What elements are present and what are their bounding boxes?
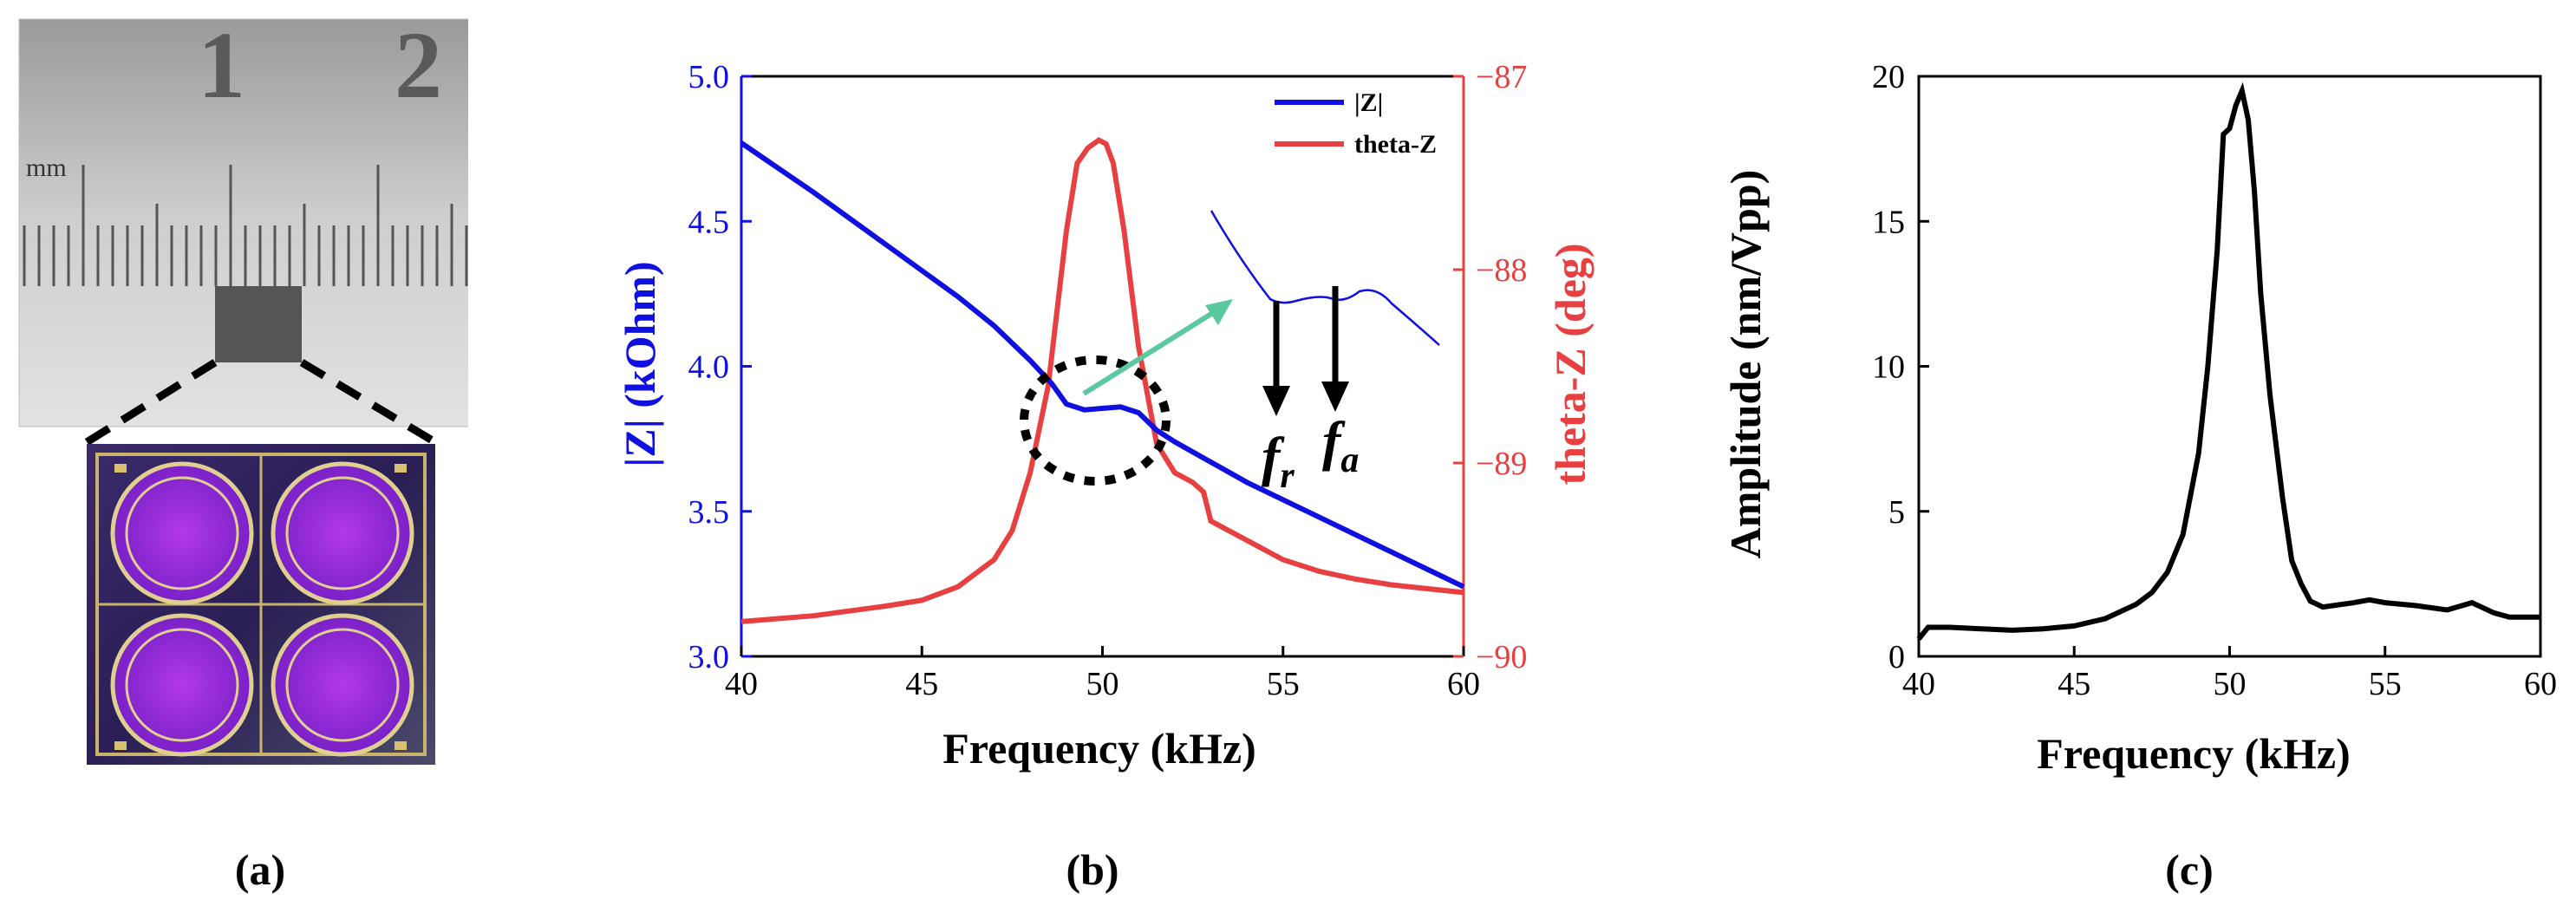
inset-z-curve bbox=[1210, 210, 1440, 346]
fr-label: fr bbox=[1262, 426, 1295, 496]
y2-tick-label: −87 bbox=[1476, 59, 1527, 95]
panel-label-a: (a) bbox=[235, 845, 285, 894]
y-tick-label: 4.5 bbox=[688, 204, 730, 240]
chip-micrograph bbox=[87, 444, 435, 765]
x-tick-label: 45 bbox=[2058, 666, 2090, 702]
chart-b-frame bbox=[740, 75, 1465, 658]
x-tick-label: 55 bbox=[2369, 666, 2402, 702]
y-tick-label: 20 bbox=[1872, 59, 1905, 95]
panel-label-c: (c) bbox=[2165, 845, 2214, 894]
y-tick-label: 15 bbox=[1872, 204, 1905, 240]
y-tick-label: 3.5 bbox=[688, 494, 730, 531]
y-tick-label: 0 bbox=[1888, 639, 1905, 675]
y-tick-label: 10 bbox=[1872, 349, 1905, 386]
y-tick-label: 5.0 bbox=[688, 59, 730, 95]
pad-bottom-left bbox=[110, 613, 254, 757]
theta-z-line bbox=[740, 137, 1464, 624]
fr-arrow bbox=[1262, 301, 1290, 416]
y-tick-label: 4.0 bbox=[688, 349, 730, 386]
chart-c: 40 45 50 55 60 0 5 10 15 20 Frequency (kHz) Ampl… bbox=[1721, 59, 2557, 894]
chart-c-xlabel: Frequency (kHz) bbox=[2037, 729, 2351, 778]
x-tick-label: 50 bbox=[1086, 666, 1119, 702]
chart-b-y2-ticks: −90 −89 −88 −87 bbox=[1453, 59, 1527, 675]
x-tick-label: 55 bbox=[1267, 666, 1300, 702]
ruler-photo: 1 2 mm bbox=[18, 12, 468, 427]
panel-a-image: 1 2 mm (a) bbox=[18, 12, 468, 894]
zoom-arrow-head bbox=[1205, 299, 1233, 325]
chart-b-xlabel: Frequency (kHz) bbox=[942, 724, 1256, 773]
chip-on-ruler bbox=[215, 286, 302, 362]
pad-top-right bbox=[271, 461, 414, 605]
ruler-ticks bbox=[23, 165, 468, 286]
plot-frame bbox=[1917, 75, 2542, 658]
chart-c-ylabel: Amplitude (nm/Vpp) bbox=[1721, 170, 1770, 559]
chart-b-ylabel-right: theta-Z (deg) bbox=[1546, 243, 1595, 485]
x-tick-label: 60 bbox=[1447, 666, 1480, 702]
y-tick-label: 5 bbox=[1888, 494, 1905, 531]
x-tick-label: 60 bbox=[2524, 666, 2557, 702]
zoom-line-right bbox=[299, 359, 438, 446]
y2-tick-label: −88 bbox=[1476, 252, 1527, 289]
fa-arrow bbox=[1321, 286, 1349, 412]
x-tick-label: 40 bbox=[725, 666, 758, 702]
chart-c-y-ticks: 0 5 10 15 20 bbox=[1872, 59, 1929, 675]
chart-b-x-ticks: 40 45 50 55 60 bbox=[725, 646, 1480, 702]
ruler-number-1: 1 bbox=[198, 12, 245, 118]
chart-b-ylabel-left: |Z| (kOhm) bbox=[616, 261, 664, 466]
panel-label-b: (b) bbox=[1066, 845, 1118, 894]
pad-top-left bbox=[110, 461, 254, 605]
chart-b: 40 45 50 55 60 3.03.54.04.55.0 −90−89−88−87 … bbox=[616, 59, 1595, 894]
zoom-line-left bbox=[84, 359, 218, 446]
y-tick-label: 3.0 bbox=[688, 639, 730, 675]
pad-bottom-right bbox=[271, 613, 414, 757]
zoom-arrow-line bbox=[1082, 307, 1220, 396]
fa-label: fa bbox=[1322, 410, 1359, 480]
resonance-circle bbox=[1020, 355, 1171, 486]
chart-b-y-ticks: 3.0 3.5 4.0 4.5 5.0 bbox=[688, 59, 752, 675]
x-tick-label: 50 bbox=[2214, 666, 2247, 702]
ruler-unit-mm: mm bbox=[26, 153, 67, 182]
ruler-number-2: 2 bbox=[395, 12, 442, 118]
legend-label-theta: theta-Z bbox=[1354, 130, 1437, 159]
amplitude-line bbox=[1916, 82, 2540, 641]
chart-c-x-ticks: 40 45 50 55 60 bbox=[1902, 646, 2557, 702]
y2-tick-label: −90 bbox=[1476, 639, 1527, 675]
x-tick-label: 45 bbox=[905, 666, 938, 702]
y2-tick-label: −89 bbox=[1476, 446, 1527, 482]
chart-c-frame bbox=[1917, 75, 2542, 658]
z-magnitude-line bbox=[740, 140, 1465, 590]
chart-b-legend: |Z| theta-Z bbox=[1275, 88, 1437, 159]
legend-label-z: |Z| bbox=[1354, 88, 1383, 117]
x-tick-label: 40 bbox=[1902, 666, 1935, 702]
